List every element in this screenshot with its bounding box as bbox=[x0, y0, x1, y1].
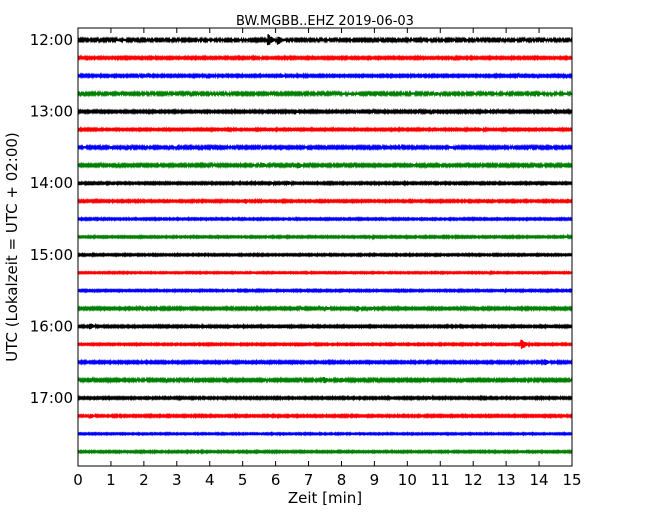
x-tick-label: 3 bbox=[172, 471, 182, 489]
trace-1715 bbox=[77, 412, 573, 420]
x-tick-label: 14 bbox=[530, 471, 549, 489]
x-axis-ticks: 0 1 2 3 4 5 6 7 8 9 10 11 12 13 14 15 bbox=[73, 28, 582, 489]
plot-frame bbox=[77, 27, 573, 467]
x-tick-label: 0 bbox=[73, 471, 83, 489]
y-tick-label: 13:00 bbox=[30, 103, 73, 121]
trace-1330 bbox=[77, 143, 573, 152]
y-tick-label: 16:00 bbox=[30, 317, 73, 335]
trace-1415 bbox=[77, 197, 573, 205]
x-tick-label: 10 bbox=[398, 471, 417, 489]
x-tick-label: 13 bbox=[497, 471, 516, 489]
y-tick-label: 12:00 bbox=[30, 31, 73, 49]
x-tick-label: 5 bbox=[238, 471, 248, 489]
x-tick-label: 11 bbox=[431, 471, 450, 489]
x-tick-label: 9 bbox=[370, 471, 380, 489]
y-tick-label: 15:00 bbox=[30, 246, 73, 264]
x-tick-label: 12 bbox=[464, 471, 483, 489]
x-tick-label: 6 bbox=[271, 471, 281, 489]
trace-1400 bbox=[77, 179, 573, 187]
chart-title: BW.MGBB..EHZ 2019-06-03 bbox=[236, 14, 414, 29]
trace-group bbox=[77, 34, 573, 455]
x-axis-label: Zeit [min] bbox=[288, 489, 362, 507]
trace-1745 bbox=[77, 448, 573, 455]
trace-1445 bbox=[77, 233, 573, 241]
x-tick-label: 8 bbox=[337, 471, 347, 489]
trace-1245 bbox=[77, 89, 573, 98]
trace-1230 bbox=[77, 71, 573, 80]
y-tick-label: 14:00 bbox=[30, 174, 73, 192]
trace-1500 bbox=[77, 251, 573, 258]
trace-1615 bbox=[77, 339, 573, 349]
trace-1300 bbox=[77, 107, 573, 116]
x-tick-label: 15 bbox=[562, 471, 581, 489]
x-tick-label: 4 bbox=[205, 471, 215, 489]
trace-1700 bbox=[77, 394, 573, 402]
y-axis-ticks: 12:00 13:00 14:00 15:00 16:00 17:00 bbox=[30, 31, 572, 407]
trace-1515 bbox=[77, 269, 573, 277]
trace-1645 bbox=[77, 376, 573, 385]
x-tick-label: 1 bbox=[106, 471, 116, 489]
trace-1630 bbox=[77, 358, 573, 366]
trace-1345 bbox=[77, 161, 573, 170]
y-tick-label: 17:00 bbox=[30, 389, 73, 407]
trace-1545 bbox=[77, 304, 573, 313]
trace-1600 bbox=[77, 322, 573, 330]
y-axis-label: UTC (Lokalzeit = UTC + 02:00) bbox=[3, 132, 21, 362]
trace-1315 bbox=[77, 126, 573, 134]
trace-1530 bbox=[77, 287, 573, 294]
trace-1430 bbox=[77, 215, 573, 223]
x-tick-label: 2 bbox=[139, 471, 149, 489]
x-tick-label: 7 bbox=[304, 471, 314, 489]
trace-1215 bbox=[77, 54, 573, 62]
trace-1730 bbox=[77, 430, 573, 437]
trace-1200 bbox=[77, 34, 573, 46]
